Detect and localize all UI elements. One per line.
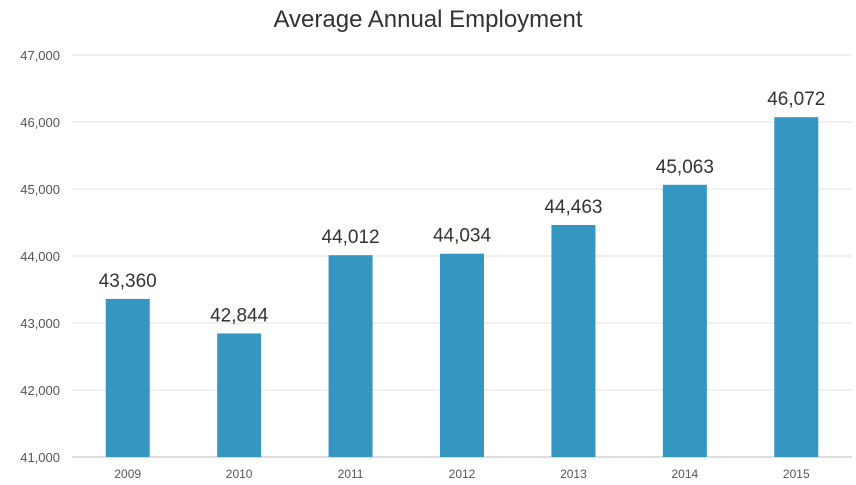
bar-2013 <box>551 224 596 457</box>
x-tick-label: 2009 <box>114 467 141 481</box>
data-label: 46,072 <box>767 89 825 110</box>
data-label: 45,063 <box>656 157 714 178</box>
y-tick-label: 42,000 <box>20 383 60 398</box>
data-label: 43,360 <box>99 271 157 292</box>
data-label: 44,034 <box>433 226 492 247</box>
y-tick-label: 44,000 <box>20 249 60 264</box>
data-label: 42,844 <box>210 305 269 326</box>
x-tick-label: 2012 <box>449 467 476 481</box>
y-tick-label: 47,000 <box>20 48 60 63</box>
y-tick-label: 46,000 <box>20 115 60 130</box>
x-tick-label: 2014 <box>672 467 699 481</box>
bar-2010 <box>217 333 262 457</box>
bar-2011 <box>328 255 373 457</box>
bar-2015 <box>774 117 819 458</box>
x-tick-label: 2013 <box>560 467 587 481</box>
data-label: 44,463 <box>544 197 602 218</box>
data-label: 44,012 <box>322 227 380 248</box>
bar-2012 <box>440 253 484 457</box>
y-tick-label: 45,000 <box>20 182 60 197</box>
chart-title: Average Annual Employment <box>273 6 583 33</box>
x-tick-label: 2010 <box>226 467 253 481</box>
x-tick-label: 2015 <box>783 467 810 481</box>
bar-2009 <box>105 298 150 457</box>
bar-2014 <box>662 184 707 458</box>
x-tick-label: 2011 <box>338 467 364 481</box>
y-tick-label: 43,000 <box>20 316 60 331</box>
y-tick-label: 41,000 <box>20 450 60 465</box>
